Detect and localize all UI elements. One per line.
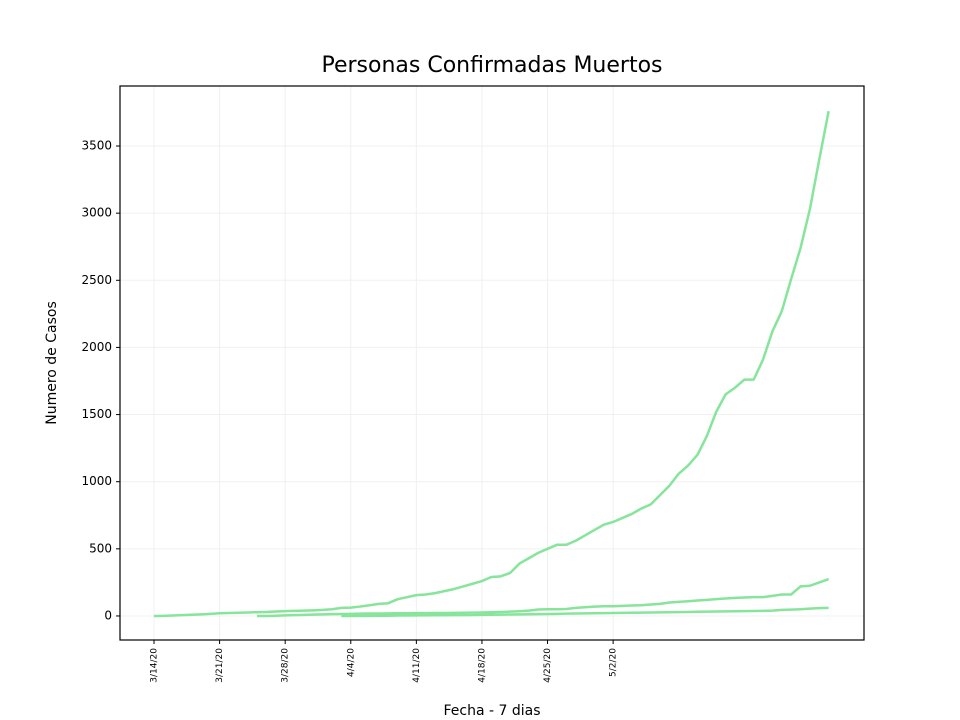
y-axis-label: Numero de Casos bbox=[44, 301, 60, 425]
y-tick-label: 3000 bbox=[81, 206, 112, 220]
data-line bbox=[257, 577, 830, 618]
x-tick-label: 3/28/20 bbox=[281, 648, 291, 683]
plot-area: 0 500 1000 1500 2000 2500 3000 3500 3/14/20 3/21/… bbox=[81, 86, 864, 683]
data-line bbox=[153, 110, 830, 618]
chart-title: Personas Confirmadas Muertos bbox=[321, 53, 662, 78]
x-tick-label: 4/4/20 bbox=[346, 648, 356, 677]
y-tick-label: 500 bbox=[89, 541, 112, 555]
y-tick-label: 3500 bbox=[81, 139, 112, 153]
y-tick-label: 2000 bbox=[81, 340, 112, 354]
x-tick-label: 3/21/20 bbox=[215, 648, 225, 683]
data-line bbox=[341, 606, 829, 618]
x-tick-label: 3/14/20 bbox=[150, 648, 160, 683]
plot-frame bbox=[119, 85, 865, 641]
y-tick-label: 2500 bbox=[81, 273, 112, 287]
x-tick-label: 4/18/20 bbox=[477, 648, 487, 683]
y-tick-label: 1000 bbox=[81, 474, 112, 488]
x-tick-label: 5/2/20 bbox=[609, 648, 619, 677]
x-axis-label: Fecha - 7 dias bbox=[443, 703, 540, 719]
x-tick-label: 4/25/20 bbox=[543, 648, 553, 683]
y-tick-label: 0 bbox=[104, 608, 112, 622]
y-tick-label: 1500 bbox=[81, 407, 112, 421]
x-tick-label: 4/11/20 bbox=[412, 648, 422, 683]
